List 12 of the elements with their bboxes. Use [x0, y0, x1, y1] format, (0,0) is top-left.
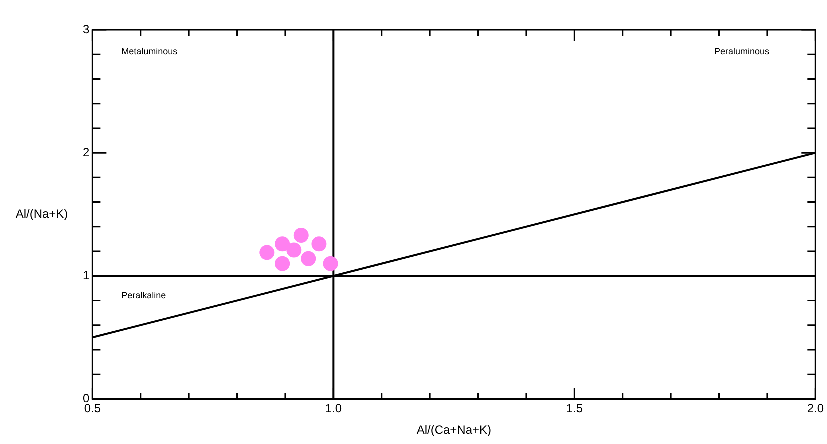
annotation: Peraluminous: [714, 46, 770, 57]
x-tick-label: 0.5: [84, 402, 102, 416]
y-axis-title: Al/(Na+K): [16, 206, 68, 221]
x-tick-label: 2.0: [807, 402, 824, 416]
y-tick-label: 3: [82, 22, 90, 36]
annotation: Peralkaline: [122, 290, 166, 300]
x-axis-title: Al/(Ca+Na+K): [416, 423, 492, 438]
y-tick-label: 1: [82, 268, 90, 282]
y-tick-label: 2: [82, 145, 90, 160]
annotation: Metaluminous: [122, 46, 178, 57]
x-tick-label: 1.0: [325, 402, 342, 416]
x-tick-label: 1.5: [566, 402, 584, 416]
